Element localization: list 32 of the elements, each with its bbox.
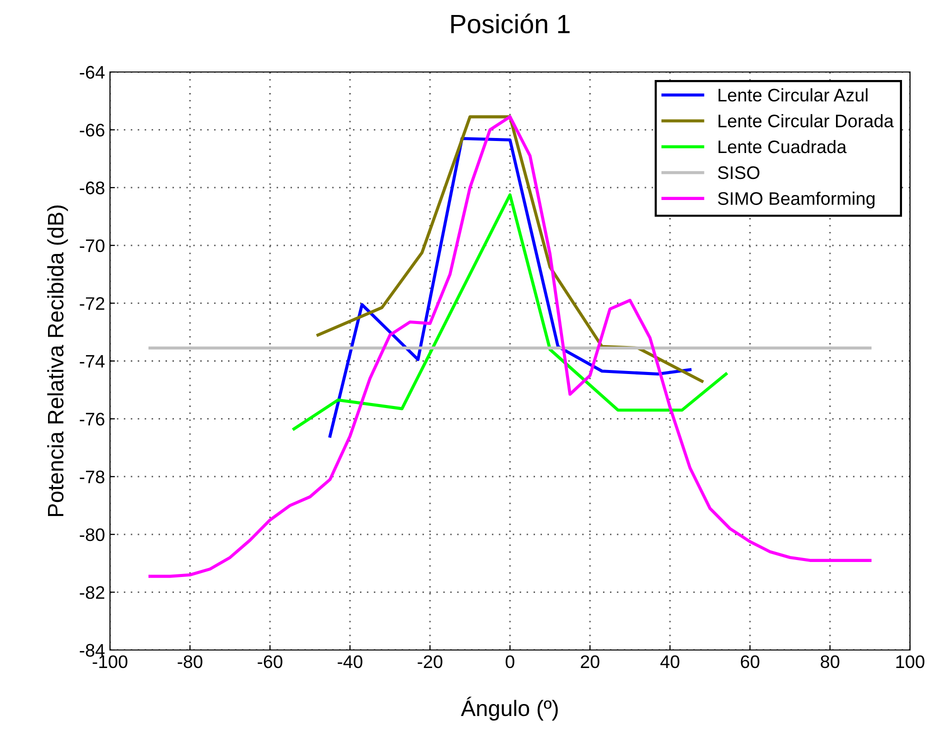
legend-label: Lente Circular Dorada	[718, 114, 894, 128]
x-tick-label: 0	[506, 655, 514, 668]
y-tick-label: -76	[80, 412, 104, 426]
y-tick-label: -82	[80, 586, 104, 599]
legend-label: Lente Circular Azul	[718, 88, 868, 102]
y-tick-label: -66	[80, 124, 104, 137]
x-tick-label: -20	[418, 655, 442, 668]
y-tick-label: -74	[80, 355, 105, 368]
y-tick-label: -68	[80, 182, 104, 194]
x-axis-title: Ángulo (º)	[460, 696, 558, 721]
x-tick-label: 100	[896, 655, 924, 668]
x-tick-label: 40	[660, 655, 680, 668]
line-series	[328, 136, 692, 438]
x-tick-label: -40	[338, 655, 362, 668]
y-tick-label: -64	[80, 66, 105, 79]
y-tick-label: -80	[80, 528, 104, 542]
y-tick-label: -84	[80, 644, 105, 657]
legend-label: SIMO Beamforming	[718, 192, 874, 209]
x-tick-label: 60	[740, 655, 760, 668]
x-tick-label: 20	[580, 655, 600, 668]
x-tick-label: -60	[258, 655, 282, 668]
chart-title: Posición 1	[451, 14, 570, 34]
x-tick-label: -100	[92, 655, 128, 668]
legend-label: SISO	[718, 166, 760, 180]
line-series	[316, 115, 704, 383]
y-tick-label: -78	[80, 470, 104, 484]
y-axis-title: Potencia Relativa Recibida (dB)	[47, 206, 68, 516]
x-tick-label: 80	[820, 655, 840, 668]
y-tick-label: -72	[80, 297, 104, 310]
x-tick-label: -80	[178, 655, 202, 668]
y-tick-label: -70	[80, 239, 104, 252]
legend-label: Lente Cuadrada	[718, 140, 847, 154]
